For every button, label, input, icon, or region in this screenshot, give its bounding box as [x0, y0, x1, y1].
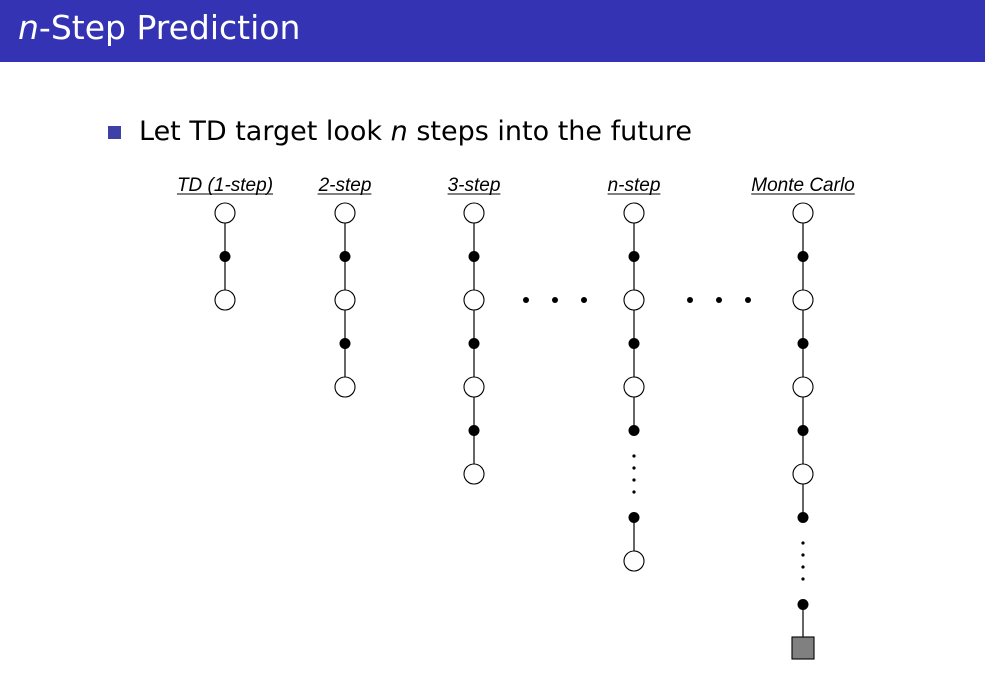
horizontal-ellipsis-dot — [581, 297, 587, 303]
title-bar — [0, 0, 985, 62]
bullet-text-start: Let TD target look — [139, 116, 391, 147]
horizontal-ellipsis-dot — [687, 297, 693, 303]
state-node — [334, 289, 356, 311]
state-node — [623, 376, 645, 398]
horizontal-ellipsis-dot — [716, 297, 722, 303]
horizontal-ellipsis-dot — [552, 297, 558, 303]
column-label: 2-step — [318, 175, 372, 196]
state-node — [463, 202, 485, 224]
vertical-ellipsis-dot — [801, 577, 805, 581]
slide-title: n-Step Prediction — [18, 8, 300, 48]
title-text: -Step Prediction — [38, 8, 301, 47]
vertical-ellipsis-dot — [632, 466, 636, 470]
state-node — [792, 463, 814, 485]
vertical-ellipsis-dot — [632, 490, 636, 494]
column-label: TD (1-step) — [177, 175, 273, 196]
vertical-ellipsis-dot — [801, 553, 805, 557]
title-variable: n — [18, 8, 39, 47]
state-node — [214, 202, 236, 224]
action-node — [628, 512, 640, 523]
backup-column-5: Monte Carlo — [751, 175, 855, 660]
state-node — [623, 550, 645, 572]
state-node — [623, 289, 645, 311]
action-node — [468, 338, 480, 349]
action-node — [468, 251, 480, 262]
action-node — [628, 338, 640, 349]
horizontal-ellipsis-dot — [745, 297, 751, 303]
terminal-node — [791, 636, 815, 660]
state-node — [214, 289, 236, 311]
action-node — [797, 338, 809, 349]
action-node — [797, 251, 809, 262]
vertical-ellipsis-dot — [632, 454, 636, 458]
backup-column-1: TD (1-step) — [177, 175, 273, 311]
backup-column-3: 3-step — [448, 175, 501, 485]
vertical-ellipsis-dot — [801, 541, 805, 545]
action-node — [797, 512, 809, 523]
state-node — [463, 376, 485, 398]
action-node — [339, 251, 351, 262]
action-node — [468, 425, 480, 436]
state-node — [792, 202, 814, 224]
action-node — [339, 338, 351, 349]
action-node — [219, 251, 231, 262]
state-node — [792, 376, 814, 398]
action-node — [797, 425, 809, 436]
bullet-variable: n — [390, 116, 408, 147]
state-node — [463, 463, 485, 485]
vertical-ellipsis-dot — [801, 565, 805, 569]
state-node — [623, 202, 645, 224]
backup-column-2: 2-step — [318, 175, 372, 398]
vertical-ellipsis-dot — [632, 478, 636, 482]
state-node — [792, 289, 814, 311]
action-node — [628, 251, 640, 262]
action-node — [628, 425, 640, 436]
column-label: Monte Carlo — [751, 175, 855, 196]
state-node — [334, 202, 356, 224]
column-label: 3-step — [448, 175, 501, 196]
state-node — [334, 376, 356, 398]
bullet-square-icon — [108, 126, 121, 139]
bullet-text-end: steps into the future — [407, 116, 693, 147]
bullet-text: Let TD target look n steps into the futu… — [139, 114, 692, 150]
state-node — [463, 289, 485, 311]
backup-column-4: n-step — [608, 175, 661, 572]
column-label: n-step — [608, 175, 661, 196]
action-node — [797, 599, 809, 610]
horizontal-ellipsis-dot — [523, 297, 529, 303]
